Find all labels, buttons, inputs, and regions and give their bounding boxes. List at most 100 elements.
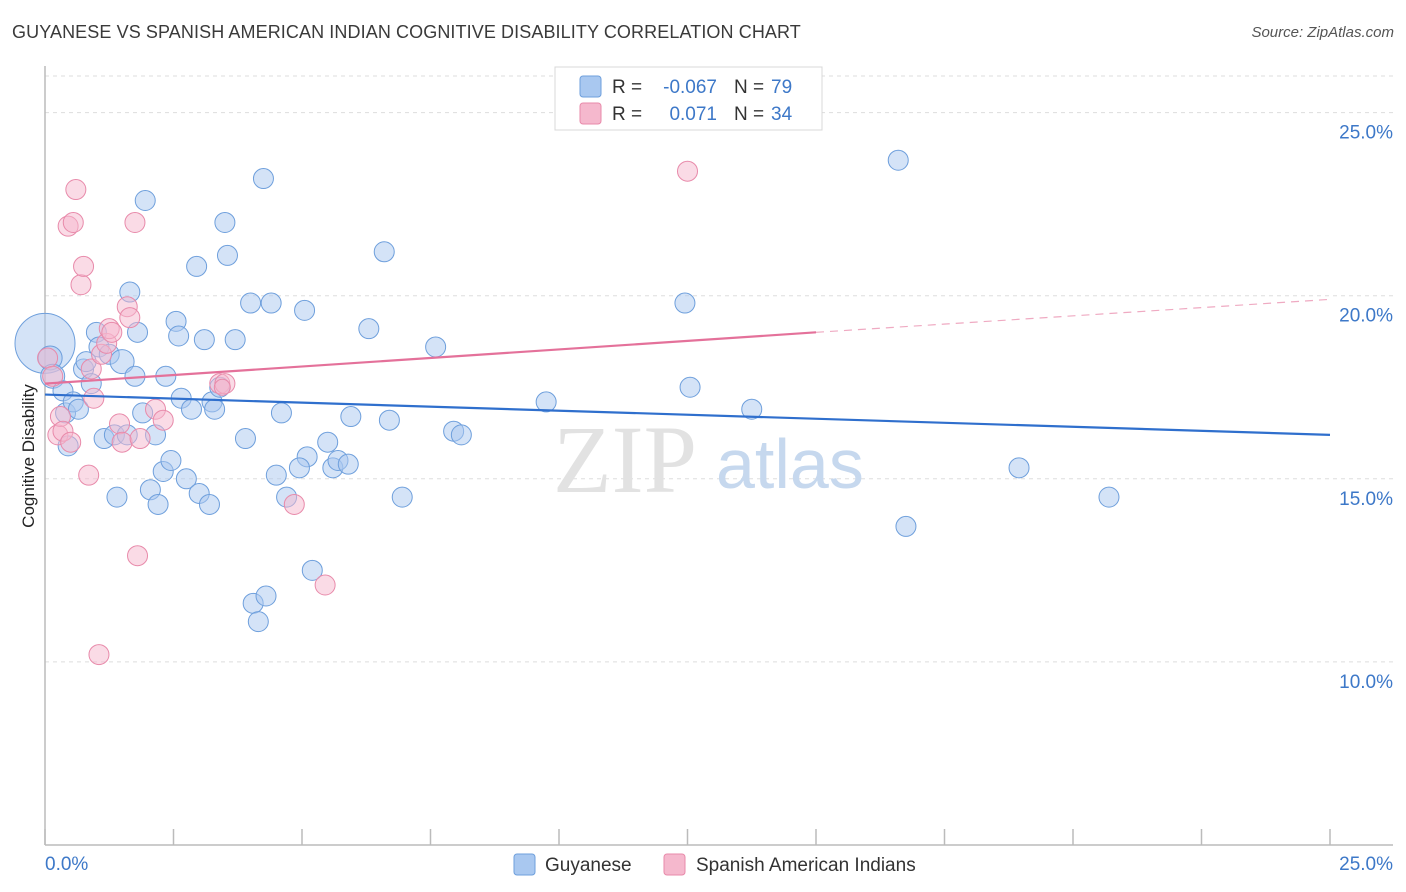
data-point [255, 585, 277, 607]
data-point [240, 292, 262, 314]
axes [44, 66, 1393, 846]
y-tick-labels: 25.0% 20.0% 15.0% 10.0% [1339, 123, 1393, 693]
data-point [260, 292, 282, 314]
data-point [109, 349, 135, 375]
data-point [213, 378, 231, 396]
data-point [62, 211, 84, 233]
data-point [65, 179, 87, 201]
data-point [679, 376, 701, 398]
data-point [674, 292, 696, 314]
legend-bottom-swatch-spanish-american-indians [663, 853, 686, 876]
data-point [186, 255, 208, 277]
data-point [80, 358, 102, 380]
data-point [216, 244, 238, 266]
data-point [83, 387, 105, 409]
data-point [265, 464, 287, 486]
data-point [340, 406, 362, 428]
legend-stats: R = -0.067 N = 79 R = 0.071 N = 34 [554, 66, 823, 131]
legend-bottom-label-spanish-american-indians: Spanish American Indians [696, 855, 916, 876]
legend-series: Guyanese Spanish American Indians [513, 853, 916, 876]
data-point [129, 428, 151, 450]
data-point [67, 398, 89, 420]
data-point [677, 160, 698, 182]
data-points [14, 149, 1120, 666]
data-point [152, 409, 174, 431]
legend-bottom-swatch-guyanese [513, 853, 536, 876]
data-point [895, 515, 917, 537]
data-point [270, 402, 292, 424]
data-point [301, 559, 323, 581]
source-credit: Source: ZipAtlas.com [1251, 24, 1394, 41]
data-point [119, 307, 141, 329]
legend-n-label-1: N = [734, 77, 764, 98]
y-tick-label-3: 10.0% [1339, 672, 1393, 693]
data-point [887, 149, 909, 171]
watermark-zip: ZIP [553, 406, 697, 513]
data-point [204, 398, 226, 420]
data-point [70, 274, 92, 296]
data-point [37, 347, 59, 369]
data-point [127, 545, 149, 567]
data-point [358, 318, 380, 340]
data-point [1098, 486, 1120, 508]
data-point [283, 493, 305, 515]
data-point [317, 431, 339, 453]
series-spanish-american-indians [37, 160, 698, 666]
legend-n-value-2: 34 [771, 104, 793, 125]
y-tick-label-2: 15.0% [1339, 489, 1393, 510]
data-point [252, 168, 274, 190]
legend-r-label-2: R = [612, 104, 642, 125]
data-point [247, 611, 269, 633]
watermark-atlas: atlas [716, 425, 864, 503]
data-point [147, 493, 169, 515]
data-point [109, 413, 131, 435]
data-point [160, 450, 182, 471]
data-point [535, 391, 557, 413]
legend-swatch-guyanese [579, 75, 602, 98]
trend-line-spanish-american-indians [44, 331, 817, 385]
data-point [224, 329, 246, 351]
data-point [168, 325, 190, 347]
data-point [60, 431, 82, 453]
data-point [1008, 457, 1030, 479]
legend-r-label-1: R = [612, 77, 642, 98]
y-axis-label: Cognitive Disability [19, 384, 38, 528]
legend-n-label-2: N = [734, 104, 764, 125]
y-tick-label-1: 20.0% [1339, 306, 1393, 327]
data-point [78, 464, 100, 486]
data-point [73, 255, 95, 277]
grid-lines [45, 75, 1393, 663]
legend-swatch-spanish-american-indians [579, 102, 602, 125]
data-point [425, 336, 447, 358]
legend-bottom-label-guyanese: Guyanese [545, 855, 632, 876]
data-point [124, 211, 146, 233]
data-point [373, 241, 395, 263]
data-point [314, 574, 336, 596]
data-point [101, 321, 123, 343]
data-point [175, 468, 197, 490]
legend-r-value-2: 0.071 [669, 104, 717, 125]
data-point [294, 299, 316, 321]
trend-lines [44, 298, 1331, 436]
data-point [106, 486, 128, 508]
trend-line-guyanese [44, 393, 1331, 436]
data-point [180, 398, 202, 420]
y-tick-label-0: 25.0% [1339, 123, 1393, 144]
data-point [378, 409, 400, 431]
x-tick-label-end: 25.0% [1339, 854, 1393, 875]
data-point [193, 329, 215, 351]
data-point [198, 493, 220, 515]
x-tick-labels: 0.0% 25.0% [45, 854, 1393, 875]
data-point [88, 644, 110, 666]
chart-title: GUYANESE VS SPANISH AMERICAN INDIAN COGN… [12, 22, 801, 42]
legend-r-value-1: -0.067 [663, 77, 717, 98]
data-point [391, 486, 413, 508]
watermark: ZIP atlas [553, 406, 864, 513]
trend-line-extension-spanish-american-indians [815, 298, 1331, 333]
data-point [741, 398, 763, 420]
data-point [234, 428, 256, 450]
data-point [42, 365, 64, 387]
data-point [214, 211, 236, 233]
series-guyanese [14, 149, 1120, 633]
